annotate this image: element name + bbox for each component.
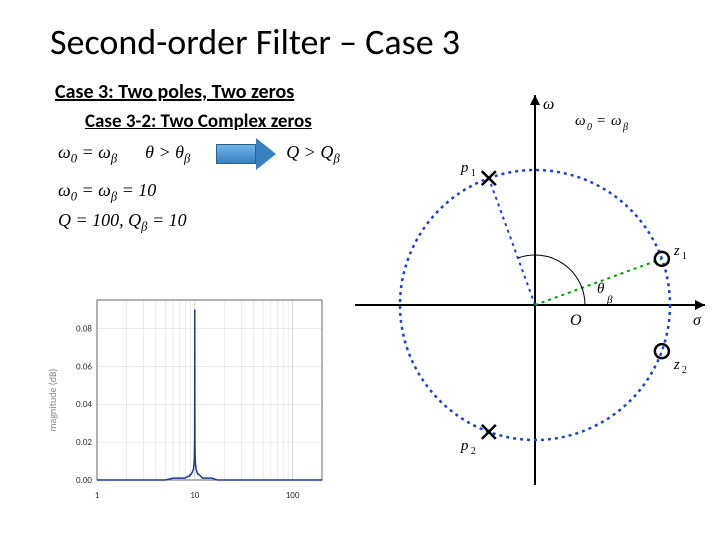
svg-text:=: = — [597, 113, 605, 129]
bode-magnitude-chart: 1 10 100 0.00 0.02 0.04 0.06 0.08 magnitude (dB) — [42, 290, 332, 510]
cond-eq3: Q > Qβ — [286, 142, 339, 167]
svg-text:1: 1 — [471, 168, 476, 179]
svg-text:ω: ω — [611, 113, 622, 129]
svg-text:β: β — [606, 294, 613, 306]
svg-text:0.02: 0.02 — [76, 437, 92, 448]
svg-text:β: β — [622, 122, 628, 133]
svg-text:0.08: 0.08 — [76, 323, 92, 334]
svg-text:O: O — [570, 312, 582, 329]
svg-text:0.00: 0.00 — [76, 475, 92, 486]
svg-text:0.06: 0.06 — [76, 361, 92, 372]
svg-text:magnitude (dB): magnitude (dB) — [46, 369, 59, 432]
svg-text:σ: σ — [693, 312, 702, 329]
svg-text:ω: ω — [575, 113, 586, 129]
condition-row: ω0 = ωβ θ > θβ Q > Qβ — [58, 140, 340, 168]
svg-text:0: 0 — [587, 122, 592, 133]
svg-text:2: 2 — [471, 446, 476, 457]
page-title: Second-order Filter – Case 3 — [50, 20, 460, 64]
svg-text:z: z — [673, 357, 680, 373]
pole-zero-diagram: Oθβωσω0=ωβp1p2z1z2 — [355, 95, 705, 485]
svg-text:1: 1 — [95, 490, 100, 501]
svg-text:1: 1 — [682, 251, 687, 262]
cond-eq2: θ > θβ — [145, 142, 190, 167]
svg-text:z: z — [673, 243, 680, 259]
svg-text:p: p — [460, 160, 469, 176]
subtitle-case3-2: Case 3-2: Two Complex zeros — [85, 110, 312, 133]
svg-text:10: 10 — [190, 490, 200, 501]
subtitle-case3: Case 3: Two poles, Two zeros — [55, 80, 294, 104]
values-line2: Q = 100, Qβ = 10 — [58, 210, 187, 235]
svg-text:2: 2 — [682, 365, 687, 376]
cond-eq1: ω0 = ωβ — [58, 142, 117, 167]
svg-text:p: p — [460, 438, 469, 454]
values-line1: ω0 = ωβ = 10 — [58, 180, 156, 205]
implication-arrow-icon — [216, 140, 276, 168]
svg-text:ω: ω — [543, 96, 554, 113]
svg-text:0.04: 0.04 — [76, 399, 92, 410]
svg-text:θ: θ — [597, 281, 605, 297]
svg-text:100: 100 — [286, 490, 300, 501]
